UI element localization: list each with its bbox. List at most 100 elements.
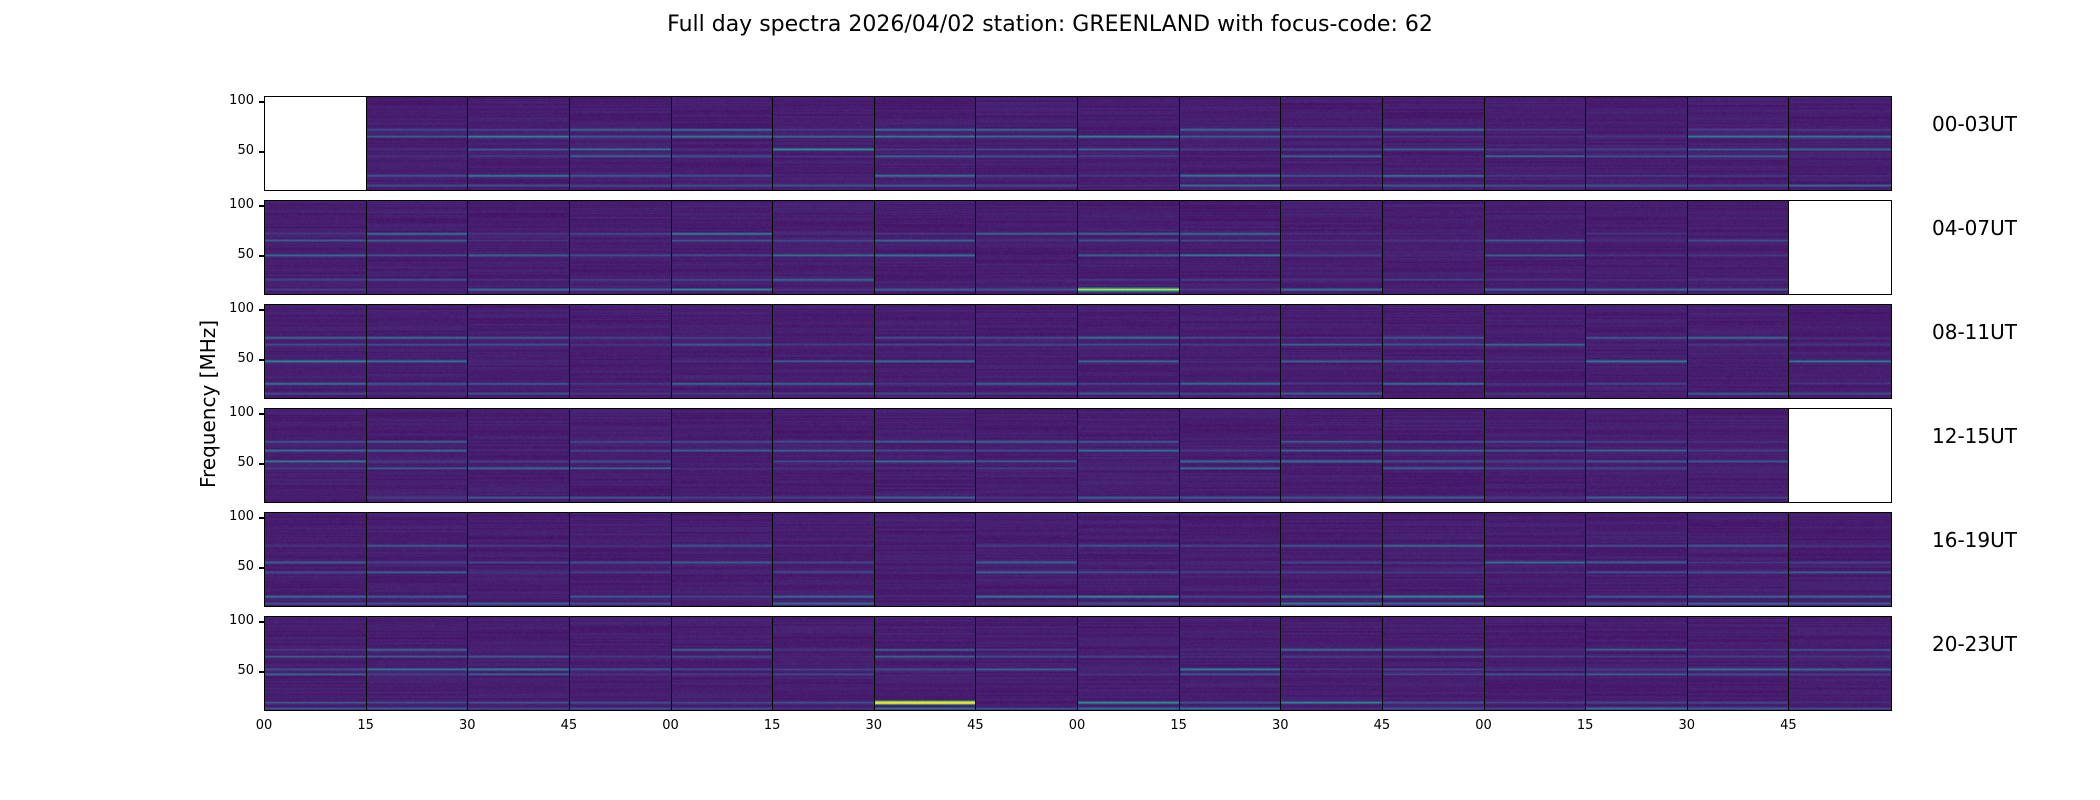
spectrum-panel: [772, 512, 876, 607]
spectrum-panel: [975, 96, 1079, 191]
spectrum-panel: [772, 200, 876, 295]
spectrum-heatmap: [1382, 513, 1484, 606]
spectrum-heatmap: [1179, 617, 1281, 710]
spectrum-heatmap: [366, 513, 468, 606]
spectrum-heatmap: [1586, 305, 1688, 398]
spectrum-panel: [1585, 96, 1689, 191]
spectrum-heatmap: [569, 305, 671, 398]
spectrum-heatmap: [1586, 513, 1688, 606]
spectrum-heatmap: [1789, 305, 1891, 398]
spectrum-panel: [873, 512, 977, 607]
y-tick-label: 100: [229, 93, 254, 108]
spectrum-panel: [1585, 304, 1689, 399]
spectrum-panel: [670, 512, 774, 607]
spectrum-heatmap: [569, 513, 671, 606]
spectrum-panel: [1077, 304, 1181, 399]
spectrum-heatmap: [265, 409, 367, 502]
spectrum-heatmap: [366, 97, 468, 190]
spectrum-heatmap: [1281, 617, 1383, 710]
spectrum-heatmap: [1484, 305, 1586, 398]
spectrum-heatmap: [569, 409, 671, 502]
spectrum-panel: [264, 200, 368, 295]
spectrum-panel: [467, 616, 571, 711]
y-tick-mark: [259, 671, 264, 673]
spectrum-panel: [568, 616, 672, 711]
spectrum-heatmap: [1281, 201, 1383, 294]
spectrum-heatmap: [1078, 305, 1180, 398]
spectrum-panel: [1686, 408, 1790, 503]
spectrum-panel: [1381, 512, 1485, 607]
x-tick-label: 00: [1068, 718, 1086, 733]
spectrum-heatmap: [671, 513, 773, 606]
spectrum-heatmap: [1586, 409, 1688, 502]
spectrum-panel: [365, 96, 469, 191]
spectrum-panel: [365, 616, 469, 711]
spectrum-heatmap: [1484, 513, 1586, 606]
spectrum-panel: [1381, 408, 1485, 503]
spectrum-heatmap: [671, 97, 773, 190]
x-tick-label: 45: [967, 718, 984, 733]
spectrum-panel: [975, 408, 1079, 503]
y-tick-mark: [259, 463, 264, 465]
spectrum-heatmap: [265, 201, 367, 294]
spectrum-heatmap: [976, 513, 1078, 606]
spectrum-heatmap: [1687, 617, 1789, 710]
spectrum-heatmap: [1382, 201, 1484, 294]
spectrum-panel: [264, 96, 368, 191]
y-tick-label: 100: [229, 509, 254, 524]
spectrum-heatmap: [1281, 97, 1383, 190]
spectrum-heatmap: [874, 617, 976, 710]
spectrum-panel: [1483, 200, 1587, 295]
spectrum-panel: [568, 408, 672, 503]
spectrum-panel: [1686, 304, 1790, 399]
spectrum-panel: [568, 304, 672, 399]
spectrum-heatmap: [1687, 201, 1789, 294]
spectrum-panel: [772, 304, 876, 399]
spectrum-panel: [467, 512, 571, 607]
spectrum-heatmap: [1484, 409, 1586, 502]
x-tick-label: 45: [1780, 718, 1797, 733]
x-tick-label: 15: [1170, 718, 1187, 733]
spectrum-panel: [1077, 512, 1181, 607]
spectrum-panel: [264, 304, 368, 399]
spectrum-panel: [1788, 200, 1892, 295]
spectrum-panel: [1178, 408, 1282, 503]
y-tick-label: 50: [237, 143, 254, 158]
spectrum-panel: [1483, 408, 1587, 503]
spectrum-panel: [772, 408, 876, 503]
spectrum-heatmap: [1687, 97, 1789, 190]
spectrum-panel: [1585, 200, 1689, 295]
spectrum-panel: [264, 408, 368, 503]
spectrum-panel: [1788, 616, 1892, 711]
spectrum-panel: [975, 304, 1079, 399]
spectrum-heatmap: [265, 617, 367, 710]
spectrum-heatmap: [366, 409, 468, 502]
spectrum-heatmap: [569, 201, 671, 294]
spectrum-heatmap: [1078, 617, 1180, 710]
spectrum-panel: [975, 200, 1079, 295]
spectrum-heatmap: [1179, 513, 1281, 606]
x-tick-label: 15: [1576, 718, 1594, 733]
spectrum-panel: [1280, 200, 1384, 295]
spectrum-panel: [1280, 304, 1384, 399]
y-tick-mark: [259, 255, 264, 257]
y-tick-label: 100: [229, 301, 254, 316]
spectrum-heatmap: [671, 617, 773, 710]
spectrum-heatmap: [1281, 513, 1383, 606]
spectrum-heatmap: [265, 305, 367, 398]
spectrum-panel: [1178, 200, 1282, 295]
spectrum-panel: [1686, 96, 1790, 191]
y-tick-mark: [259, 205, 264, 207]
y-tick-label: 100: [229, 197, 254, 212]
spectrum-heatmap: [1484, 201, 1586, 294]
spectrum-panel: [1483, 616, 1587, 711]
spectrum-panel: [264, 512, 368, 607]
spectrum-panel: [670, 96, 774, 191]
y-tick-label: 50: [237, 663, 254, 678]
spectrum-panel: [1686, 616, 1790, 711]
spectrum-panel: [1585, 512, 1689, 607]
spectrum-panel: [1077, 408, 1181, 503]
spectrum-panel: [1178, 616, 1282, 711]
spectrum-heatmap: [1687, 513, 1789, 606]
spectrum-heatmap: [1789, 617, 1891, 710]
